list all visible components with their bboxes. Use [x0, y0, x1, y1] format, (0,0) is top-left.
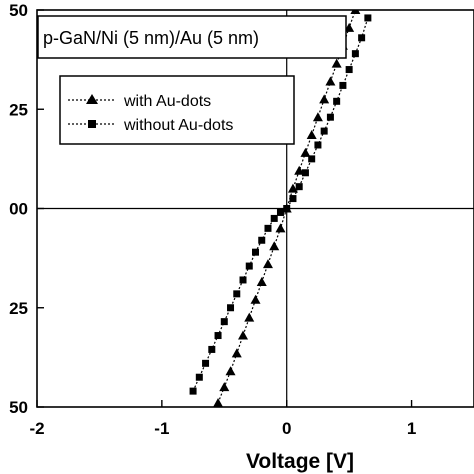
data-point-without-au-dots — [195, 373, 203, 381]
data-point-with-au-dots — [287, 183, 298, 193]
data-point-without-au-dots — [202, 359, 210, 367]
y-tick-label: 25 — [9, 299, 28, 318]
data-point-with-au-dots — [219, 382, 230, 392]
data-point-without-au-dots — [245, 262, 253, 270]
data-point-without-au-dots — [276, 208, 284, 216]
legend-frame — [59, 75, 295, 145]
data-point-without-au-dots — [233, 290, 241, 298]
data-point-with-au-dots — [213, 398, 224, 407]
series-line-with-au-dots — [217, 10, 356, 404]
y-tick-label: 50 — [9, 398, 28, 417]
data-point-without-au-dots — [264, 224, 272, 232]
title-box: p-GaN/Ni (5 nm)/Au (5 nm) — [37, 15, 347, 59]
data-point-without-au-dots — [326, 113, 334, 121]
data-point-with-au-dots — [300, 147, 311, 157]
series-without-au-dots — [189, 14, 372, 395]
data-point-without-au-dots — [208, 345, 216, 353]
legend-label-without-au-dots: without Au-dots — [123, 117, 233, 134]
data-point-without-au-dots — [270, 214, 278, 222]
data-point-with-au-dots — [244, 312, 255, 322]
y-tick-label: 50 — [9, 1, 28, 20]
data-point-without-au-dots — [333, 97, 341, 105]
legend: with Au-dots without Au-dots — [59, 75, 295, 145]
data-point-with-au-dots — [225, 366, 236, 376]
data-point-without-au-dots — [301, 169, 309, 177]
data-point-without-au-dots — [364, 14, 372, 22]
data-point-without-au-dots — [314, 141, 322, 149]
data-point-with-au-dots — [256, 276, 267, 286]
data-point-with-au-dots — [238, 330, 249, 340]
data-point-without-au-dots — [295, 183, 303, 191]
data-point-without-au-dots — [258, 236, 266, 244]
data-point-without-au-dots — [320, 127, 328, 135]
data-point-without-au-dots — [308, 155, 316, 163]
x-tick-label: 1 — [407, 419, 416, 438]
data-point-without-au-dots — [358, 34, 366, 42]
data-point-without-au-dots — [339, 81, 347, 89]
legend-marker-with-au-dots — [86, 94, 98, 104]
legend-marker-without-au-dots — [88, 120, 96, 128]
data-point-without-au-dots — [189, 387, 197, 395]
data-point-without-au-dots — [252, 248, 259, 256]
legend-label-with-au-dots: with Au-dots — [123, 93, 211, 110]
chart-title: p-GaN/Ni (5 nm)/Au (5 nm) — [43, 28, 259, 48]
data-point-without-au-dots — [345, 66, 353, 74]
data-point-without-au-dots — [227, 304, 235, 312]
data-point-with-au-dots — [350, 10, 361, 14]
data-point-with-au-dots — [294, 165, 305, 175]
data-point-with-au-dots — [331, 58, 342, 68]
x-tick-label: -1 — [154, 419, 169, 438]
x-tick-label: -2 — [29, 419, 44, 438]
data-point-with-au-dots — [262, 259, 273, 269]
x-axis-title: Voltage [V] — [246, 450, 354, 473]
series-with-au-dots — [213, 10, 361, 407]
data-point-without-au-dots — [214, 332, 222, 340]
data-point-without-au-dots — [289, 195, 297, 203]
data-point-without-au-dots — [239, 276, 247, 284]
data-point-with-au-dots — [312, 112, 323, 122]
data-point-with-au-dots — [231, 348, 242, 358]
y-tick-label: 25 — [9, 100, 28, 119]
data-point-with-au-dots — [319, 94, 330, 104]
data-point-with-au-dots — [306, 130, 317, 140]
data-point-with-au-dots — [250, 294, 261, 304]
title-box-frame — [37, 15, 347, 59]
data-point-without-au-dots — [351, 50, 359, 58]
data-point-without-au-dots — [220, 318, 228, 326]
x-tick-label: 0 — [282, 419, 291, 438]
data-point-with-au-dots — [325, 76, 336, 86]
y-tick-label: 00 — [9, 200, 28, 219]
data-point-without-au-dots — [283, 205, 291, 212]
data-point-with-au-dots — [269, 241, 280, 251]
data-point-with-au-dots — [275, 223, 286, 233]
